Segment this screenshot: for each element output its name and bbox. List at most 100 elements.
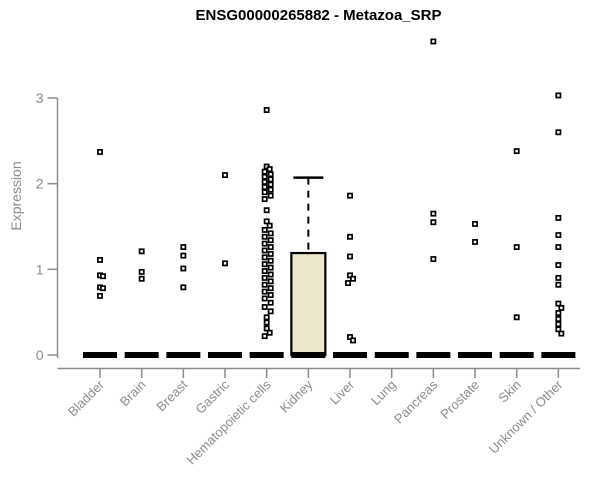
data-point: [263, 319, 270, 326]
data-point: [555, 214, 562, 221]
data-point: [513, 148, 520, 155]
data-point: [472, 238, 478, 245]
data-point: [555, 129, 562, 136]
data-point: [513, 244, 520, 251]
data-point: [261, 189, 268, 196]
data-point: [261, 274, 268, 281]
chart-title: ENSG00000265882 - Metazoa_SRP: [195, 7, 442, 24]
y-axis-title: Expression: [8, 161, 24, 231]
data-point: [261, 168, 268, 175]
median-bar: [458, 352, 493, 358]
data-point: [261, 233, 268, 240]
data-point: [267, 292, 274, 298]
data-point: [555, 262, 562, 269]
data-point: [180, 252, 187, 259]
data-point: [261, 173, 268, 180]
box: [290, 251, 327, 357]
data-point: [261, 261, 268, 268]
data-point: [347, 272, 353, 279]
data-point: [472, 220, 478, 227]
data-point: [97, 292, 103, 299]
data-point: [347, 192, 353, 199]
data-point: [267, 308, 274, 315]
data-point: [261, 226, 268, 233]
data-point: [555, 300, 562, 307]
data-point: [555, 232, 562, 239]
data-point: [430, 38, 437, 45]
median-bar: [83, 352, 117, 358]
y-tick-label: 3: [36, 90, 44, 106]
data-point: [180, 265, 187, 272]
data-point: [97, 149, 103, 155]
data-point: [430, 219, 437, 226]
data-point: [261, 254, 268, 261]
data-point: [261, 281, 268, 288]
data-point: [100, 273, 106, 280]
data-point: [266, 222, 273, 229]
y-tick-label: 0: [36, 347, 44, 363]
x-tick-label: Lung: [368, 377, 399, 408]
x-tick-label: Bladder: [65, 377, 108, 420]
data-point: [558, 330, 565, 337]
data-point: [555, 281, 562, 288]
data-point: [267, 271, 274, 278]
x-tick-label: Unknown / Other: [486, 377, 566, 457]
data-point: [261, 333, 268, 340]
data-point: [261, 196, 268, 203]
data-point: [267, 257, 274, 264]
data-point: [180, 284, 187, 291]
data-point: [261, 288, 268, 295]
data-point: [138, 268, 145, 275]
data-point: [555, 244, 562, 251]
data-point: [347, 334, 353, 340]
data-point: [180, 244, 187, 251]
data-point: [267, 237, 274, 244]
data-point: [266, 329, 273, 336]
data-point: [261, 295, 268, 302]
median-bar: [291, 352, 326, 358]
data-point: [267, 176, 274, 183]
data-point: [347, 233, 353, 240]
data-point: [267, 244, 274, 251]
data-point: [138, 248, 145, 255]
median-bar: [374, 352, 409, 358]
data-point: [222, 260, 228, 267]
data-point: [261, 268, 268, 274]
data-point: [138, 275, 145, 282]
data-point: [345, 280, 351, 286]
data-point: [261, 240, 268, 247]
median-bar: [249, 352, 284, 358]
data-point: [555, 321, 562, 328]
data-point: [97, 256, 103, 263]
data-point: [555, 326, 562, 333]
data-point: [267, 186, 274, 193]
data-point: [261, 304, 268, 310]
data-point: [267, 299, 274, 306]
data-point: [267, 285, 274, 292]
data-point: [267, 230, 274, 237]
data-point: [267, 192, 274, 199]
x-tick-label: Pancreas: [391, 377, 441, 427]
x-tick-label: Brain: [117, 377, 149, 409]
data-point: [555, 274, 562, 281]
data-point: [222, 172, 228, 179]
y-tick-label: 2: [36, 176, 44, 192]
median-bar: [208, 352, 243, 358]
y-tick-label: 1: [36, 261, 44, 277]
data-point: [261, 179, 268, 185]
data-point: [555, 310, 562, 316]
median-bar: [124, 352, 159, 358]
data-point: [267, 278, 274, 285]
data-point: [555, 316, 562, 322]
median-bar: [416, 352, 451, 358]
x-tick-label: Prostate: [437, 377, 482, 422]
data-point: [263, 107, 270, 113]
data-point: [266, 166, 273, 173]
x-tick-label: Skin: [495, 377, 523, 405]
median-bar: [333, 352, 368, 358]
data-point: [267, 250, 274, 257]
x-tick-label: Gastric: [192, 377, 232, 417]
x-tick-label: Liver: [327, 377, 358, 408]
